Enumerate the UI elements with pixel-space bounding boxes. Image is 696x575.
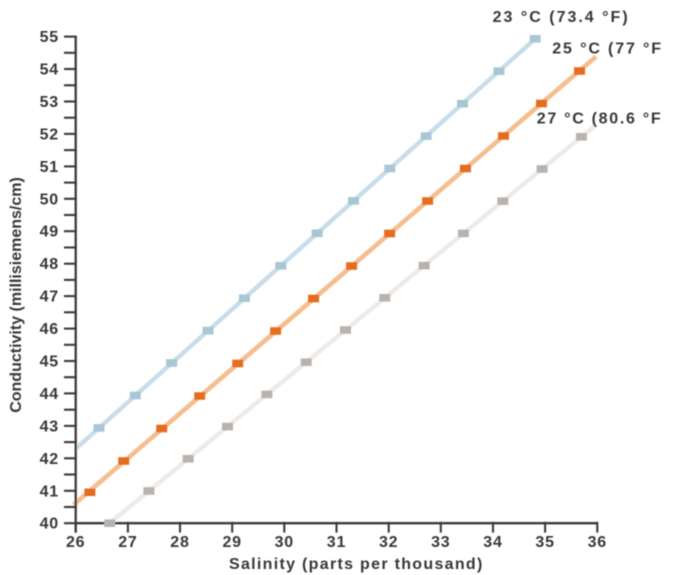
svg-text:40: 40 <box>40 516 59 533</box>
svg-text:23 °C (73.4 °F): 23 °C (73.4 °F) <box>493 9 630 26</box>
svg-text:54: 54 <box>40 62 59 79</box>
svg-text:51: 51 <box>40 159 59 176</box>
svg-text:45: 45 <box>40 354 59 371</box>
svg-text:26: 26 <box>66 534 85 551</box>
svg-text:53: 53 <box>40 94 59 111</box>
svg-text:49: 49 <box>40 224 59 241</box>
svg-text:46: 46 <box>40 321 59 338</box>
svg-text:42: 42 <box>40 451 59 468</box>
svg-text:36: 36 <box>588 534 607 551</box>
svg-text:44: 44 <box>40 386 59 403</box>
svg-text:27 °C (80.6 °F: 27 °C (80.6 °F <box>537 111 663 128</box>
svg-text:55: 55 <box>40 29 59 46</box>
svg-text:34: 34 <box>483 534 502 551</box>
svg-text:33: 33 <box>431 534 450 551</box>
svg-text:27: 27 <box>118 534 137 551</box>
svg-text:31: 31 <box>327 534 346 551</box>
svg-text:35: 35 <box>535 534 554 551</box>
svg-text:48: 48 <box>40 256 59 273</box>
svg-text:29: 29 <box>222 534 241 551</box>
svg-text:30: 30 <box>275 534 294 551</box>
svg-text:50: 50 <box>40 191 59 208</box>
svg-text:28: 28 <box>170 534 189 551</box>
svg-text:43: 43 <box>40 418 59 435</box>
svg-text:32: 32 <box>379 534 398 551</box>
svg-text:Salinity (parts per thousand): Salinity (parts per thousand) <box>229 556 484 573</box>
svg-text:52: 52 <box>40 126 59 143</box>
svg-text:47: 47 <box>40 289 59 306</box>
svg-text:41: 41 <box>40 483 59 500</box>
svg-text:Conductivity (millisiemens/cm): Conductivity (millisiemens/cm) <box>8 177 25 413</box>
svg-text:25 °C (77 °F: 25 °C (77 °F <box>552 41 663 58</box>
